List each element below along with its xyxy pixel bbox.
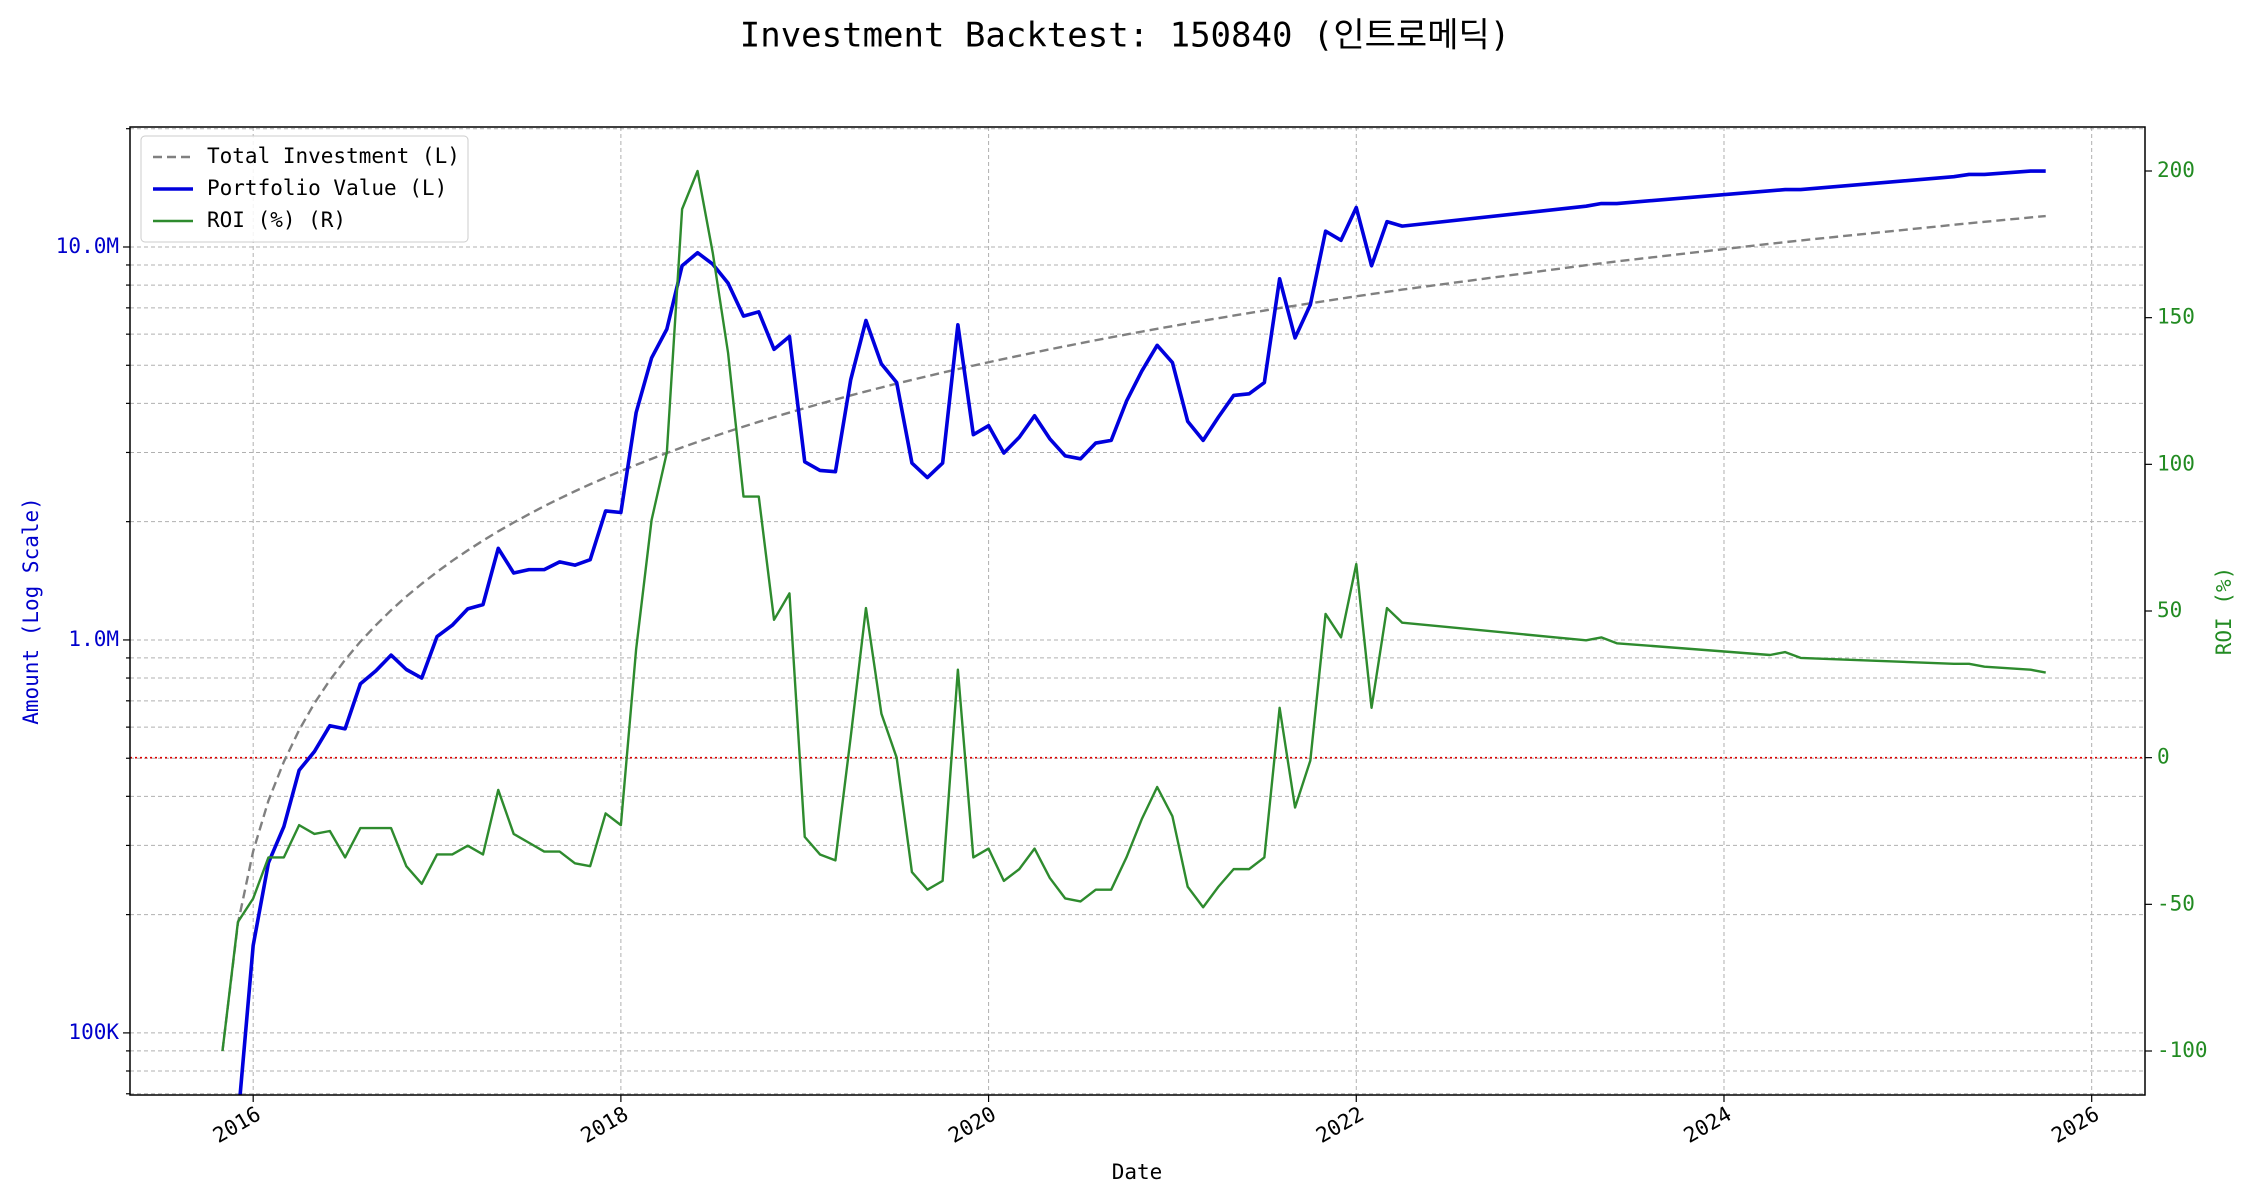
legend: Total Investment (L) Portfolio Value (L) R… <box>140 135 469 243</box>
x-tick-label: 2016 <box>209 1102 265 1148</box>
x-axis-label: Date <box>1112 1160 1163 1184</box>
chart-title: Investment Backtest: 150840 (인트로메딕) <box>740 16 1511 56</box>
y2-axis-label: ROI (%) <box>2212 567 2236 656</box>
x-tick-label: 2026 <box>2047 1102 2103 1148</box>
x-tick-label: 2022 <box>1312 1102 1368 1148</box>
y-axis-label: Amount (Log Scale) <box>19 497 43 725</box>
series-line <box>221 169 2046 1052</box>
y-tick-label: 100K <box>68 1020 119 1044</box>
y2-tick-label: 150 <box>2157 305 2195 329</box>
series-line <box>221 214 2046 1052</box>
y2-tick-label: 100 <box>2157 451 2195 475</box>
legend-label: Total Investment (L) <box>207 144 460 168</box>
series-line <box>238 169 2046 1095</box>
y-tick-label: 1.0M <box>68 627 119 651</box>
y2-tick-label: -100 <box>2157 1038 2208 1062</box>
plot-frame <box>129 126 2146 1096</box>
y2-tick-label: -50 <box>2157 891 2195 915</box>
x-tick-label: 2018 <box>577 1102 633 1148</box>
y-tick-label: 10.0M <box>56 234 119 258</box>
legend-label: ROI (%) (R) <box>207 208 346 232</box>
y2-tick-label: 0 <box>2157 745 2170 769</box>
y2-tick-label: 50 <box>2157 598 2182 622</box>
x-tick-label: 2024 <box>1680 1102 1736 1148</box>
legend-label: Portfolio Value (L) <box>207 176 447 200</box>
plot-area <box>221 169 2046 1095</box>
legend-box <box>140 135 469 243</box>
y2-tick-label: 200 <box>2157 158 2195 182</box>
x-tick-label: 2020 <box>944 1102 1000 1148</box>
